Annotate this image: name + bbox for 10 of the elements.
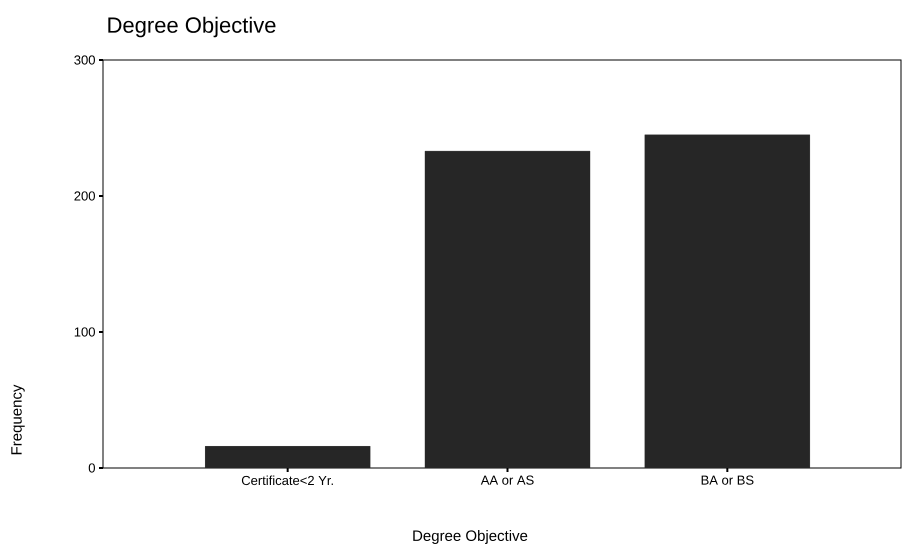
chart-title: Degree Objective (108, 16, 276, 38)
x-tick-label: AA or AS (480, 476, 534, 485)
y-tick-label: 0 (88, 463, 95, 473)
y-tick-label: 300 (74, 55, 95, 65)
x-axis-title: Degree Objective (413, 530, 528, 544)
x-tick-label: Certificate<2 Yr. (242, 476, 333, 486)
y-axis-title: Frequency (11, 384, 25, 454)
x-tick-label: BA or BS (702, 476, 754, 485)
y-tick-label: 200 (74, 191, 95, 201)
y-tick-label: 100 (74, 327, 95, 337)
